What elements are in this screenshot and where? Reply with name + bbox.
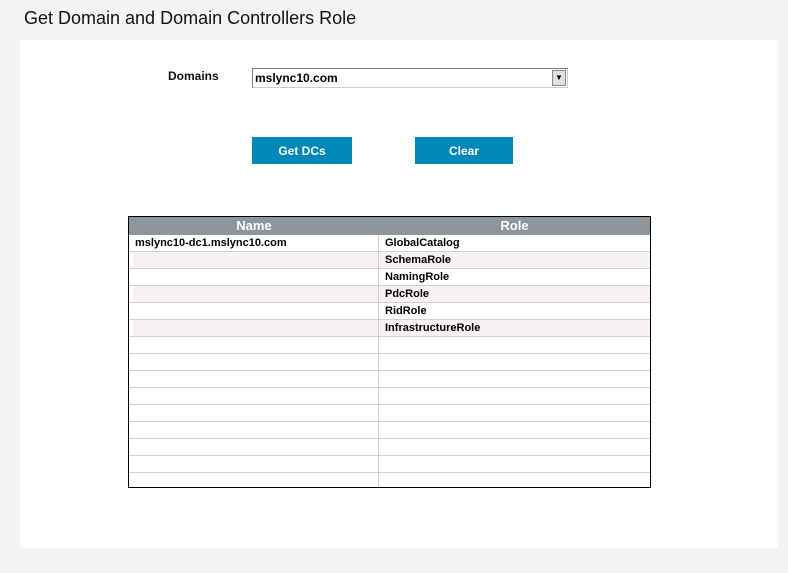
cell-role: [379, 388, 650, 404]
cell-name: [129, 456, 379, 472]
cell-name: [129, 303, 379, 319]
dc-table: Name Role mslync10-dc1.mslync10.com Globa…: [128, 216, 651, 488]
table-row[interactable]: [129, 456, 650, 473]
domains-select[interactable]: mslync10.com ▼: [252, 68, 568, 88]
table-row[interactable]: [129, 422, 650, 439]
cell-name: [129, 405, 379, 421]
cell-name: [129, 252, 379, 268]
cell-role: [379, 439, 650, 455]
cell-name: [129, 388, 379, 404]
clear-button[interactable]: Clear: [415, 137, 513, 164]
table-row[interactable]: [129, 405, 650, 422]
cell-name: [129, 286, 379, 302]
cell-name: mslync10-dc1.mslync10.com: [129, 235, 379, 251]
cell-role: [379, 354, 650, 370]
table-row[interactable]: [129, 473, 650, 487]
main-panel: Domains mslync10.com ▼ Get DCs Clear Nam…: [20, 40, 778, 548]
cell-role: InfrastructureRole: [385, 322, 481, 334]
page-title: Get Domain and Domain Controllers Role: [24, 8, 357, 28]
column-header-role[interactable]: Role: [500, 218, 529, 233]
cell-role: [379, 422, 650, 438]
table-row[interactable]: [129, 371, 650, 388]
table-row[interactable]: [129, 337, 650, 354]
cell-name: [129, 439, 379, 455]
column-header-name[interactable]: Name: [236, 218, 272, 233]
table-row[interactable]: mslync10-dc1.mslync10.com GlobalCatalog: [129, 235, 650, 252]
cell-role: GlobalCatalog: [385, 237, 460, 249]
table-header: Name Role: [129, 217, 650, 235]
cell-name: [129, 422, 379, 438]
domains-label: Domains: [168, 69, 219, 83]
cell-role: [379, 337, 650, 353]
table-row[interactable]: [129, 439, 650, 456]
cell-role: SchemaRole: [385, 254, 452, 266]
cell-name: [129, 473, 379, 487]
cell-role: NamingRole: [385, 271, 450, 283]
cell-role: PdcRole: [385, 288, 430, 300]
chevron-down-icon[interactable]: ▼: [552, 70, 566, 86]
table-row[interactable]: NamingRole: [129, 269, 650, 286]
cell-role: [379, 456, 650, 472]
cell-name: [129, 337, 379, 353]
table-row[interactable]: InfrastructureRole: [129, 320, 650, 337]
cell-name: [129, 269, 379, 285]
cell-name: [129, 320, 379, 336]
cell-name: [129, 371, 379, 387]
cell-name: [129, 354, 379, 370]
table-row[interactable]: RidRole: [129, 303, 650, 320]
table-row[interactable]: PdcRole: [129, 286, 650, 303]
cell-role: [379, 371, 650, 387]
cell-role: [379, 473, 650, 487]
cell-role: [379, 405, 650, 421]
get-dcs-button[interactable]: Get DCs: [252, 137, 352, 164]
table-row[interactable]: SchemaRole: [129, 252, 650, 269]
cell-role: RidRole: [385, 305, 427, 317]
table-row[interactable]: [129, 388, 650, 405]
table-row[interactable]: [129, 354, 650, 371]
domains-value: mslync10.com: [255, 71, 338, 85]
